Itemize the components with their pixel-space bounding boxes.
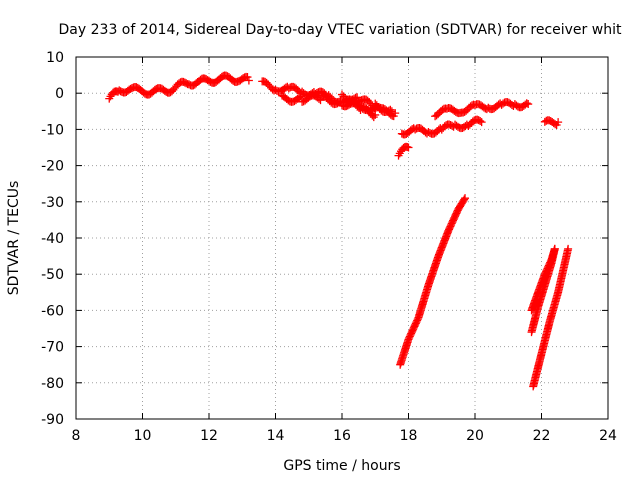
data-point xyxy=(477,118,486,127)
y-tick-label: -10 xyxy=(41,122,64,138)
data-point xyxy=(550,244,559,253)
data-point xyxy=(476,117,485,126)
x-tick-label: 16 xyxy=(333,428,351,444)
data-series-6 xyxy=(394,142,413,160)
data-series-0 xyxy=(105,71,253,103)
x-tick-label: 12 xyxy=(200,428,218,444)
x-tick-label: 24 xyxy=(599,428,617,444)
data-points xyxy=(105,71,573,391)
data-series-4 xyxy=(397,115,486,139)
data-point xyxy=(564,244,573,253)
data-point xyxy=(243,73,252,82)
data-point xyxy=(336,97,345,106)
y-tick-label: -30 xyxy=(41,195,64,211)
data-point xyxy=(404,143,413,152)
x-tick-label: 14 xyxy=(267,428,285,444)
data-series-7 xyxy=(540,116,563,130)
x-tick-label: 18 xyxy=(400,428,418,444)
data-point xyxy=(244,76,253,85)
data-point xyxy=(386,105,395,114)
y-tick-label: -20 xyxy=(41,159,64,175)
data-series-11 xyxy=(529,244,573,391)
y-tick-label: -70 xyxy=(41,340,64,356)
data-series-5 xyxy=(431,98,533,121)
data-series-8 xyxy=(396,194,470,369)
y-tick-label: -50 xyxy=(41,267,64,283)
data-series-3 xyxy=(338,90,396,117)
y-axis-label: SDTVAR / TECUs xyxy=(6,181,22,296)
data-point xyxy=(371,110,380,119)
x-tick-label: 20 xyxy=(466,428,484,444)
data-point xyxy=(387,107,396,116)
data-point xyxy=(554,118,563,127)
y-tick-label: 0 xyxy=(55,86,64,102)
x-tick-label: 10 xyxy=(134,428,152,444)
y-tick-label: -80 xyxy=(41,376,64,392)
data-point xyxy=(460,195,469,204)
x-axis-label: GPS time / hours xyxy=(283,458,400,474)
x-tick-label: 8 xyxy=(72,428,81,444)
chart-title: Day 233 of 2014, Sidereal Day-to-day VTE… xyxy=(59,22,622,38)
data-point xyxy=(316,96,325,105)
data-point xyxy=(522,99,531,108)
y-tick-label: -40 xyxy=(41,231,64,247)
data-point xyxy=(524,100,533,109)
y-tick-label: 10 xyxy=(46,50,64,66)
y-tick-label: -60 xyxy=(41,303,64,319)
data-point xyxy=(295,93,304,102)
axis-ticks: 8 10 12 14 16 18 20 22 24 10 0 -10 -20 -30 -40 -50 -60 -7… xyxy=(41,50,617,444)
data-point xyxy=(461,194,470,203)
data-point xyxy=(296,92,305,101)
data-series-10 xyxy=(527,244,559,315)
grid xyxy=(76,57,608,419)
y-tick-label: -90 xyxy=(41,412,64,428)
x-tick-label: 22 xyxy=(533,428,551,444)
data-point xyxy=(391,109,400,118)
